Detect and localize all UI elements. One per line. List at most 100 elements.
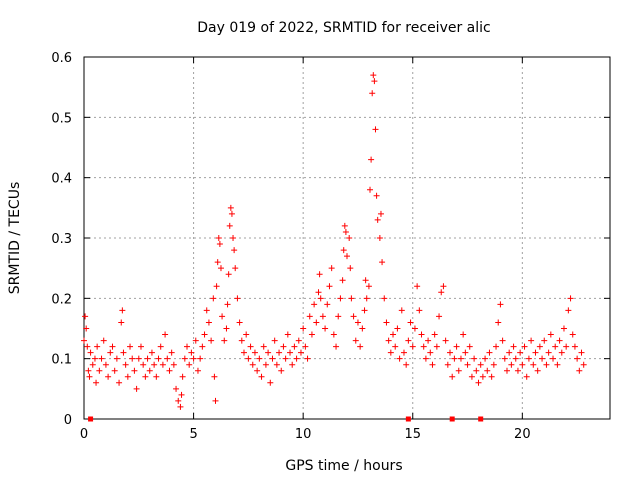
data-point [420, 343, 427, 350]
data-point [289, 361, 296, 368]
data-point [425, 337, 432, 344]
y-tick-label: 0.2 [51, 292, 72, 307]
data-point [536, 343, 543, 350]
data-point [135, 355, 142, 362]
baseline-marker [405, 416, 411, 422]
baseline-marker [449, 416, 455, 422]
data-point [157, 343, 164, 350]
data-point [427, 349, 434, 356]
data-point [444, 361, 451, 368]
data-point [534, 367, 541, 374]
data-point [164, 355, 171, 362]
data-point [433, 343, 440, 350]
data-point [324, 301, 331, 308]
data-point [184, 343, 191, 350]
data-point [342, 228, 349, 235]
x-axis-label: GPS time / hours [285, 458, 402, 474]
data-point [240, 349, 247, 356]
data-point [313, 319, 320, 326]
data-point [291, 343, 298, 350]
data-point [119, 307, 126, 314]
data-point [390, 331, 397, 338]
data-point [173, 385, 180, 392]
data-point [166, 367, 173, 374]
data-point [514, 367, 521, 374]
data-point [337, 295, 344, 302]
data-point [462, 349, 469, 356]
data-point [83, 325, 90, 332]
data-point [418, 331, 425, 338]
data-point [361, 307, 368, 314]
data-point [203, 307, 210, 314]
data-point [131, 367, 138, 374]
data-point [578, 349, 585, 356]
data-point [118, 319, 125, 326]
data-point [475, 379, 482, 386]
y-axis-label: SRMTID / TECUs [7, 182, 23, 295]
data-point [521, 343, 528, 350]
data-point [127, 343, 134, 350]
data-point [224, 301, 231, 308]
data-point [201, 331, 208, 338]
chart-title: Day 019 of 2022, SRMTID for receiver ali… [197, 20, 490, 36]
data-point [216, 241, 223, 248]
data-point [519, 361, 526, 368]
data-point [383, 319, 390, 326]
data-point [267, 379, 274, 386]
data-point [304, 355, 311, 362]
data-point [370, 72, 377, 79]
data-point [93, 379, 100, 386]
data-point [228, 210, 235, 217]
data-point [247, 343, 254, 350]
data-point [258, 373, 265, 380]
data-point [460, 331, 467, 338]
baseline-markers [88, 416, 484, 422]
data-point [359, 325, 366, 332]
data-point [129, 355, 136, 362]
data-point [565, 307, 572, 314]
data-point [523, 373, 530, 380]
data-point [484, 367, 491, 374]
data-point [512, 355, 519, 362]
data-point [225, 271, 232, 278]
data-point [170, 361, 177, 368]
data-point [178, 391, 185, 398]
data-point [113, 355, 120, 362]
data-point [346, 235, 353, 241]
data-point [528, 337, 535, 344]
data-point [273, 361, 280, 368]
data-point [543, 361, 550, 368]
data-point [221, 337, 228, 344]
data-point [363, 295, 370, 302]
y-tick-label: 0.3 [51, 232, 72, 247]
data-point [100, 337, 107, 344]
data-point [284, 331, 291, 338]
data-point [482, 355, 489, 362]
data-point [302, 343, 309, 350]
data-point [508, 361, 515, 368]
data-point [563, 343, 570, 350]
data-point [339, 277, 346, 284]
data-point [381, 295, 388, 302]
data-point [319, 313, 326, 320]
data-point [148, 349, 155, 356]
data-point [574, 355, 581, 362]
data-point [306, 313, 313, 320]
data-point [190, 355, 197, 362]
x-tick-label: 5 [189, 427, 197, 442]
data-point [525, 355, 532, 362]
x-tick-label: 0 [80, 427, 88, 442]
y-tick-label: 0.4 [51, 172, 72, 187]
y-tick-label: 0.6 [51, 51, 72, 66]
data-point [471, 355, 478, 362]
data-point [231, 247, 238, 254]
data-point [280, 343, 287, 350]
data-point [373, 192, 380, 199]
data-point [181, 355, 188, 362]
data-point [243, 331, 250, 338]
data-point [539, 355, 546, 362]
data-point [236, 319, 243, 326]
data-point [414, 283, 421, 290]
data-point [107, 349, 114, 356]
data-point [357, 343, 364, 350]
